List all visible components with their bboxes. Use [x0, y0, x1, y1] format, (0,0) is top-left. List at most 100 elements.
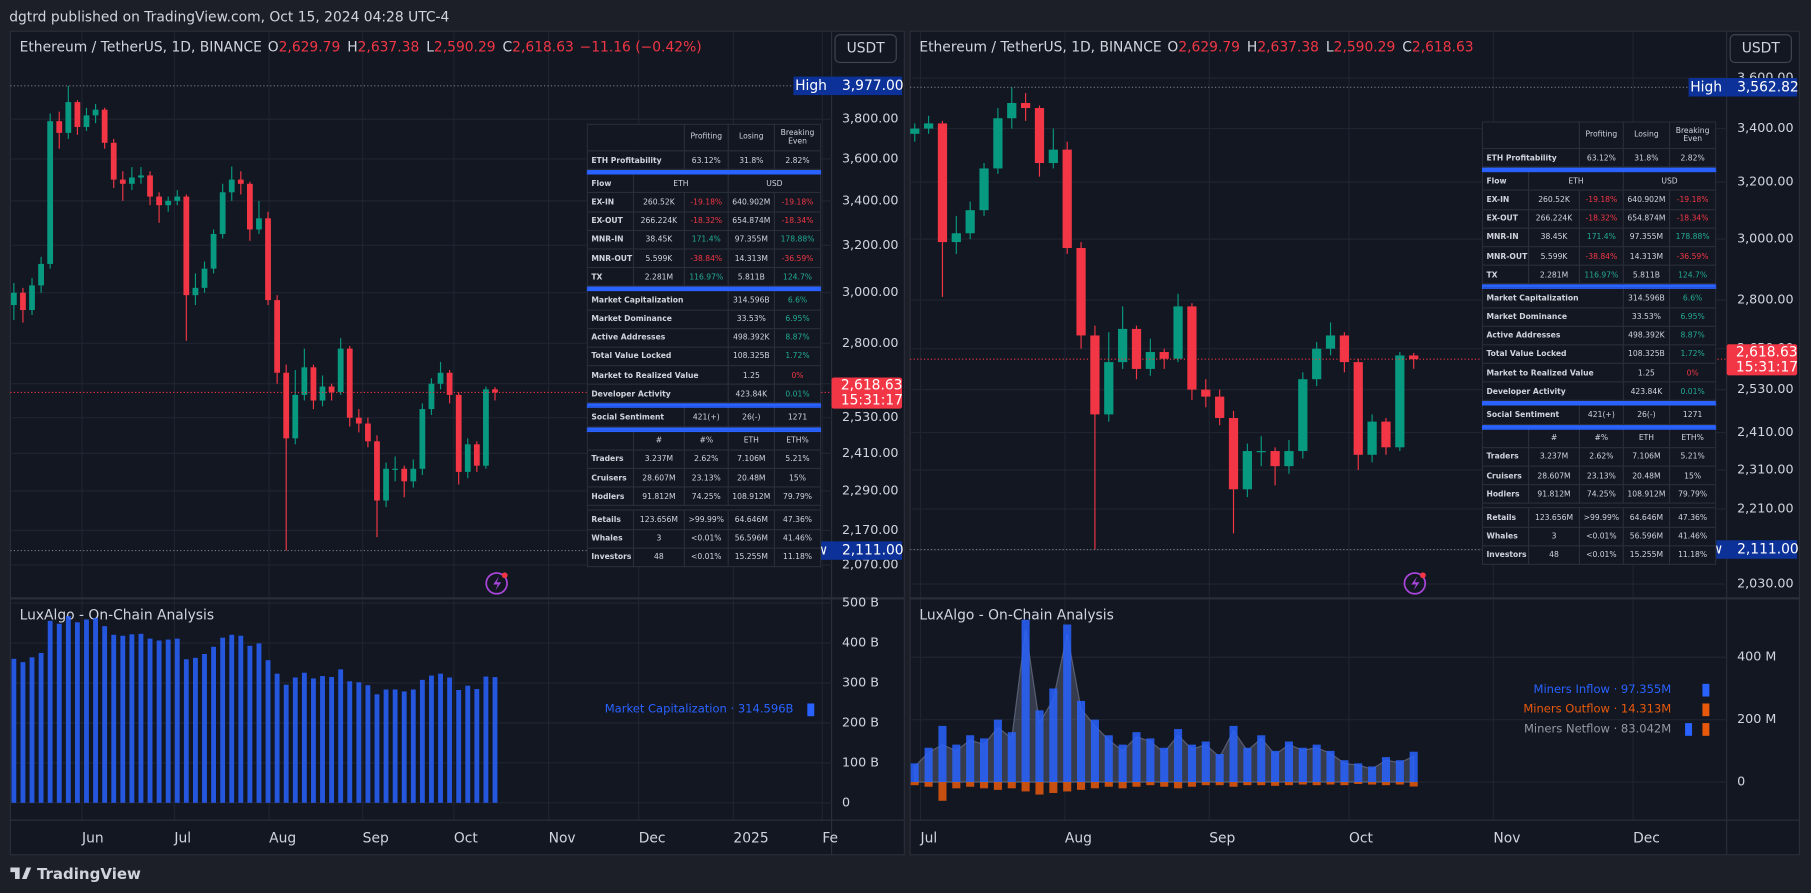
candle-body: [156, 196, 162, 206]
last-price: 2,618.63: [841, 378, 903, 394]
legend-swatch: [1702, 723, 1710, 736]
table-cell: -36.59%: [773, 248, 822, 269]
table-cell: Market to Realized Value: [1481, 362, 1624, 383]
symbol-legend: Ethereum / TetherUS, 1D, BINANCE O2,629.7…: [20, 39, 702, 55]
table-row: Retails 123.656M >99.99% 64.646M 47.36%: [1481, 507, 1717, 528]
bar: [120, 635, 126, 803]
y-tick-label: 3,400.00: [1737, 120, 1794, 135]
table-cell: 5.811B: [727, 267, 775, 287]
legend-swatch: [1702, 703, 1710, 717]
bar: [29, 657, 35, 803]
candle-body: [437, 372, 444, 384]
bar: [465, 685, 471, 803]
bar: [1340, 782, 1349, 786]
table-row: Profiting Losing Breaking Even: [1481, 121, 1717, 150]
candle-body: [228, 179, 235, 193]
table-row: Market to Realized Value 1.25 0%: [586, 365, 822, 386]
symbol: Ethereum / TetherUS, 1D, BINANCE: [20, 39, 262, 55]
table-cell: 498.392K: [727, 327, 775, 348]
bar: [1326, 750, 1335, 783]
table-cell: >99.99%: [1578, 507, 1624, 528]
table-cell: Developer Activity: [1481, 381, 1624, 402]
candle-body: [1007, 102, 1017, 119]
currency-button[interactable]: USDT: [1729, 34, 1792, 64]
y-tick-label: 400 M: [1737, 649, 1776, 664]
y-tick-label: 500 B: [842, 595, 879, 610]
candle-body: [237, 179, 244, 184]
alert-icon-bolt: [1411, 576, 1420, 591]
table-row: MNR-OUT 5.599K -38.84% 14.313M -36.59%: [1481, 246, 1717, 266]
bar: [1187, 782, 1196, 787]
y-tick-label: 2,800.00: [842, 335, 899, 350]
table-row: TX 2.281M 116.97% 5.811B 124.7%: [586, 267, 822, 287]
table-cell: 421(+): [1578, 404, 1624, 425]
candle-body: [319, 386, 326, 401]
table-row: Cruisers 28.607M 23.13% 20.48M 15%: [1481, 465, 1717, 486]
candle-body: [1367, 421, 1377, 455]
table-cell: 2.281M: [1528, 264, 1581, 285]
table-cell: Market Dominance: [1481, 306, 1624, 327]
candle-body: [110, 142, 117, 180]
bar: [74, 622, 80, 803]
bar: [138, 633, 144, 803]
table-cell: [586, 430, 635, 451]
table-cell: 23.13%: [683, 467, 729, 488]
table-row: ETH Profitability 63.12% 31.8% 2.82%: [586, 150, 822, 171]
bar: [347, 681, 353, 803]
table-cell: <0.01%: [683, 528, 729, 549]
table-cell: Total Value Locked: [1481, 344, 1624, 364]
table-row: Cruisers 28.607M 23.13% 20.48M 15%: [586, 467, 822, 488]
bar: [1284, 741, 1293, 783]
logo-mark: [10, 867, 32, 880]
table-cell: 6.95%: [773, 309, 822, 329]
extreme-value: 2,111.00: [1737, 542, 1799, 558]
bar: [1271, 782, 1280, 786]
bar: [374, 694, 380, 803]
table-cell: 123.656M: [632, 509, 685, 530]
table-cell: 498.392K: [1622, 325, 1671, 346]
table-cell: ETH: [727, 430, 775, 451]
table-cell: USD: [1622, 171, 1717, 192]
table-cell: 15.255M: [1622, 544, 1671, 565]
candle-body: [1353, 362, 1363, 455]
candle-body: [274, 300, 281, 373]
table-cell: EX-IN: [1481, 189, 1530, 210]
bar: [356, 682, 362, 803]
y-tick-label: 3,000.00: [1737, 231, 1794, 246]
candle-body: [419, 409, 426, 469]
table-cell: MNR-IN: [586, 229, 635, 250]
y-tick-label: 0: [842, 794, 850, 809]
table-cell: 20.48M: [727, 467, 775, 488]
table-cell: 33.53%: [1622, 306, 1671, 327]
legend-swatch: [1685, 723, 1693, 736]
table-cell: 1.72%: [1668, 344, 1717, 364]
table: Profiting Losing Breaking Even ETH Profitab…: [586, 123, 822, 568]
bar: [274, 673, 280, 803]
candle-body: [1381, 421, 1391, 448]
table-cell: 0%: [773, 365, 822, 386]
table-cell: ETH: [1528, 171, 1624, 192]
candle-body: [1020, 102, 1031, 109]
candle-body: [138, 175, 144, 178]
table-cell: 3: [632, 528, 685, 549]
countdown: 15:31:17: [841, 393, 903, 409]
bar: [1354, 763, 1363, 783]
y-tick-label: 200 B: [842, 714, 879, 729]
bar: [429, 675, 434, 803]
bar: [910, 782, 919, 786]
table-cell: 423.84K: [727, 383, 775, 404]
table-row: Total Value Locked 108.325B 1.72%: [586, 346, 822, 367]
alert-icon-dot: [501, 572, 508, 579]
logo: TradingView: [10, 865, 141, 883]
bar: [1243, 782, 1252, 786]
table-cell: 2.62%: [683, 449, 729, 470]
currency-button[interactable]: USDT: [834, 34, 897, 64]
countdown: 15:31:17: [1736, 359, 1798, 375]
table-cell: -19.18%: [1578, 189, 1624, 210]
legend-entry: Market Capitalization · 314.596B: [605, 702, 794, 716]
y-tick-label: 300 B: [842, 674, 879, 689]
table-cell: 3.237M: [1528, 446, 1581, 467]
legend-entry: Miners Netflow · 83.042M: [1524, 721, 1671, 735]
bar: [238, 635, 244, 803]
